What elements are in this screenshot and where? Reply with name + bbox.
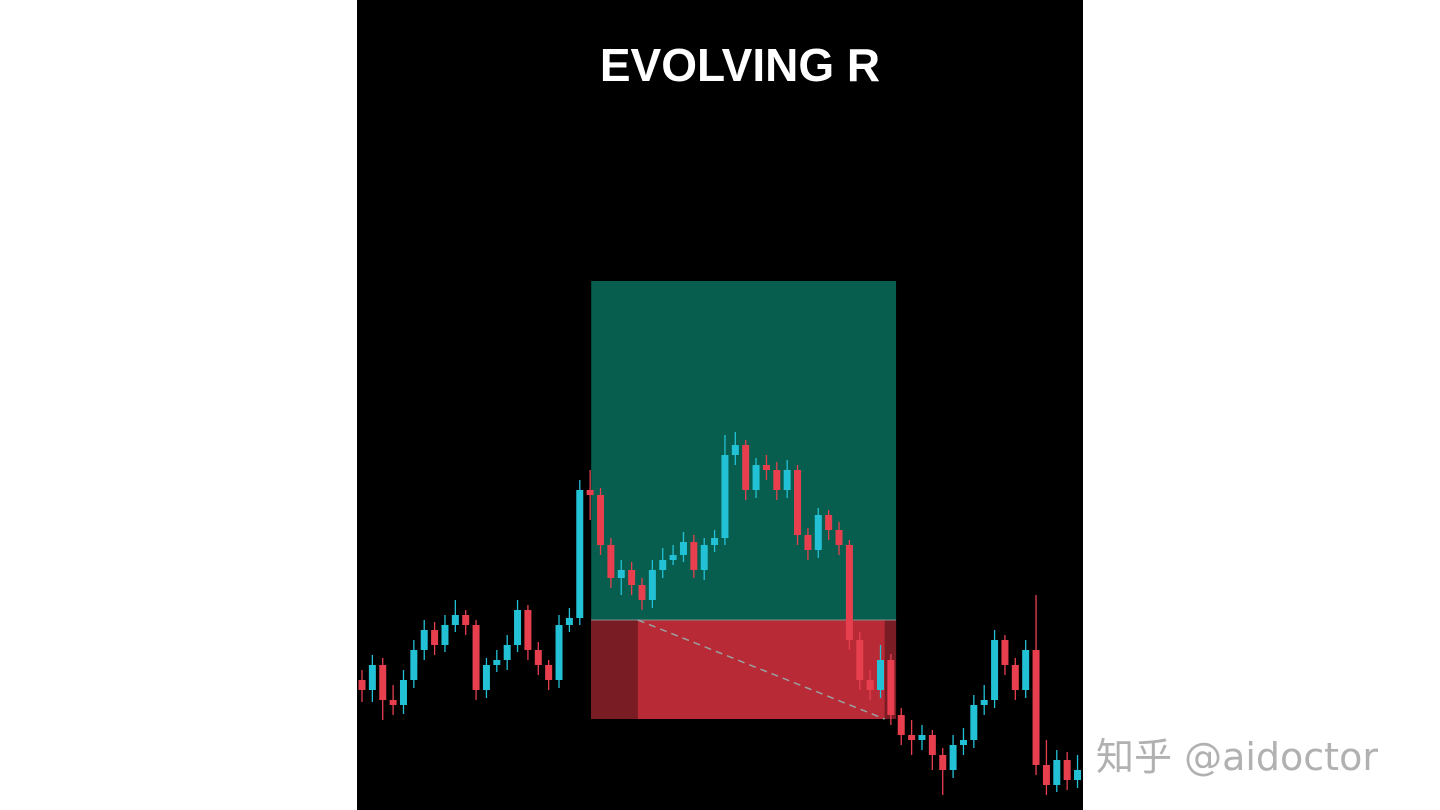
candle-up [648, 570, 656, 600]
candle-up [1053, 760, 1061, 785]
candle-down [628, 570, 636, 585]
chart-title: EVOLVING R [599, 39, 881, 91]
candle-down [804, 535, 812, 550]
candle-up [991, 640, 999, 700]
candle-down [825, 515, 833, 530]
candle-down [597, 495, 605, 545]
candle-down [887, 660, 895, 715]
candle-down [742, 445, 750, 490]
candle-down [928, 735, 936, 755]
candle-down [908, 735, 916, 740]
candle-down [866, 680, 874, 690]
candle-up [420, 630, 428, 650]
candle-up [493, 660, 501, 665]
candle-up [949, 745, 957, 770]
candle-up [711, 538, 719, 545]
candle-down [845, 545, 853, 640]
candle-down [462, 615, 470, 625]
candle-down [1063, 760, 1071, 780]
candle-down [939, 755, 947, 770]
candle-up [482, 665, 490, 690]
candle-up [814, 515, 822, 550]
candle-down [773, 470, 781, 490]
candle-down [1042, 765, 1050, 785]
candle-up [659, 560, 667, 570]
candle-down [1001, 640, 1009, 665]
candle-down [638, 585, 646, 600]
stop-zone-pre-entry [591, 620, 638, 719]
candle-down [586, 490, 594, 495]
candle-down [1011, 665, 1019, 690]
candle-down [856, 640, 864, 680]
candle-down [524, 610, 532, 650]
candle-up [679, 542, 687, 555]
candle-up [617, 570, 625, 578]
stop-zone [591, 620, 897, 719]
candle-down [794, 470, 802, 535]
candle-down [389, 700, 397, 705]
trade-path-line [637, 619, 885, 720]
candle-up [980, 700, 988, 705]
candle-up [368, 665, 376, 690]
candle-down [1032, 650, 1040, 765]
candle-up [721, 455, 729, 538]
candle-up [959, 740, 967, 745]
candle-down [835, 530, 843, 545]
candle-up [700, 545, 708, 570]
candle-down [690, 542, 698, 570]
candle-up [514, 610, 522, 645]
candle-up [752, 465, 760, 490]
candle-up [399, 680, 407, 705]
candle-down [897, 715, 905, 735]
candle-down [431, 630, 439, 645]
candle-up [503, 645, 511, 660]
candle-up [669, 555, 677, 560]
candle-down [472, 625, 480, 690]
candle-up [877, 660, 884, 690]
candle-up [565, 618, 573, 625]
candle-down [534, 650, 542, 665]
watermark: 知乎 @aidoctor [1096, 735, 1378, 779]
candle-up [731, 445, 739, 455]
candle-up [1074, 770, 1082, 780]
candle-down [379, 665, 387, 700]
candle-down [607, 545, 615, 578]
candle-down [358, 680, 366, 690]
candle-up [410, 650, 418, 680]
candle-down [545, 665, 553, 680]
candle-up [576, 490, 584, 618]
candle-up [918, 735, 926, 740]
candle-up [555, 625, 563, 680]
candle-up [441, 625, 449, 645]
candle-up [970, 705, 978, 740]
candle-up [783, 470, 791, 490]
candle-up [1022, 650, 1030, 690]
candle-down [762, 465, 770, 470]
candle-up [451, 615, 459, 625]
